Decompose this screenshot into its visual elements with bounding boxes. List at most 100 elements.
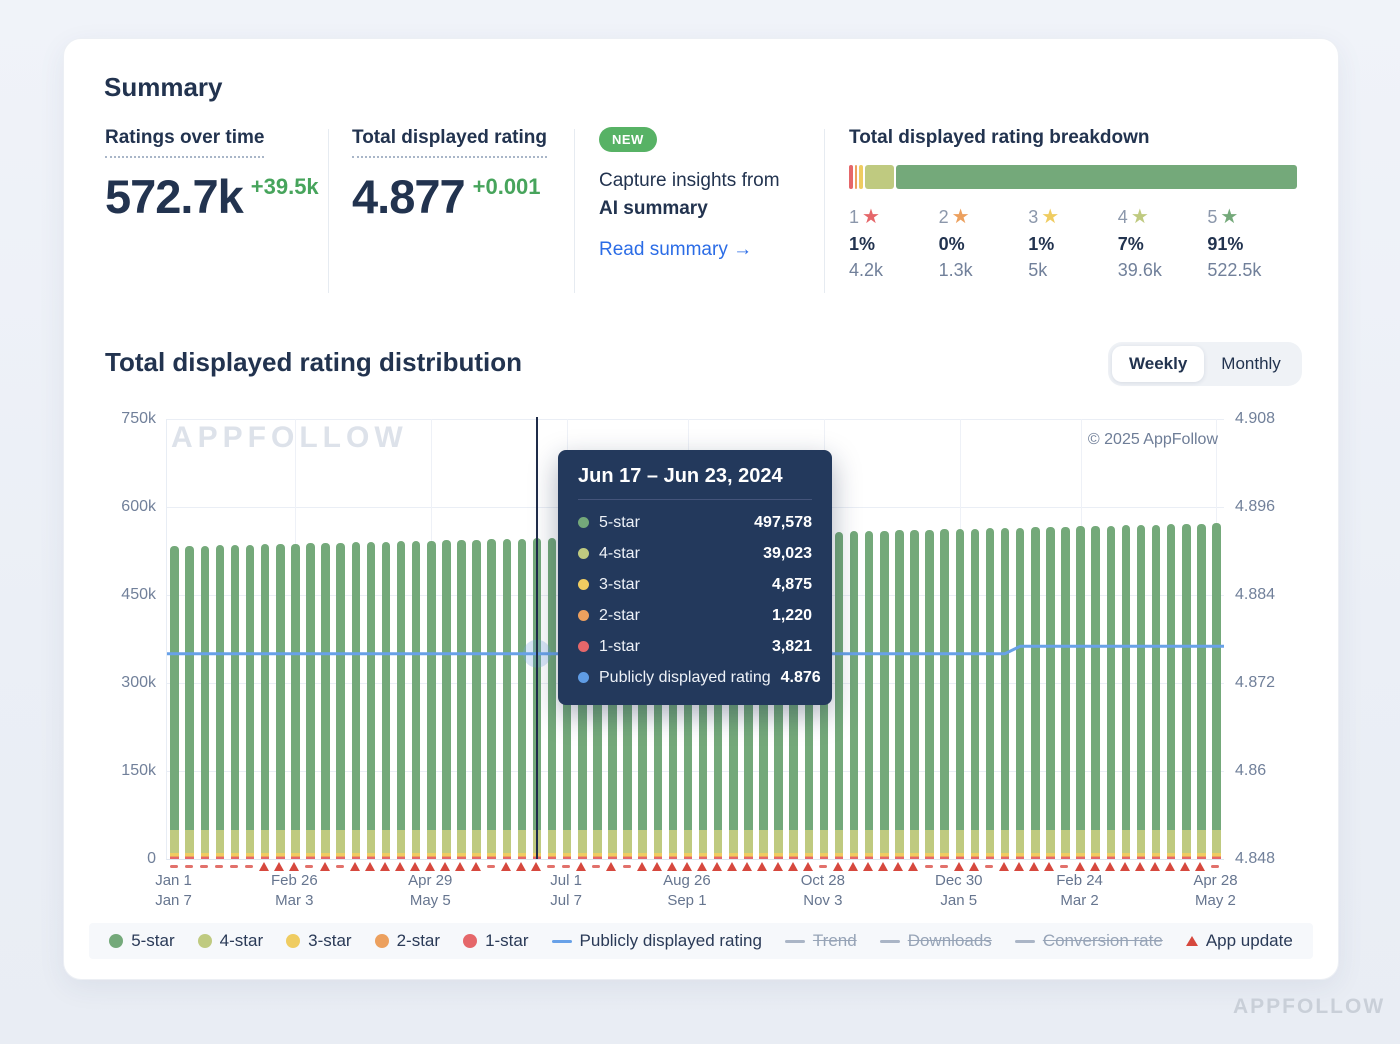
app-update-triangle-icon[interactable] (666, 862, 677, 871)
app-update-triangle-icon[interactable] (802, 862, 813, 871)
app-update-dash[interactable] (562, 865, 571, 868)
app-update-triangle-icon[interactable] (349, 862, 360, 871)
bar-week[interactable] (457, 539, 466, 859)
bar-week[interactable] (849, 531, 859, 859)
bar-week[interactable] (547, 537, 557, 859)
app-update-triangle-icon[interactable] (1044, 862, 1055, 871)
bar-week[interactable] (291, 543, 300, 859)
app-update-dash[interactable] (1060, 865, 1069, 868)
app-update-triangle-icon[interactable] (757, 862, 768, 871)
bar-week[interactable] (864, 530, 874, 859)
app-update-triangle-icon[interactable] (636, 862, 647, 871)
bar-week[interactable] (260, 544, 270, 859)
app-update-triangle-icon[interactable] (500, 862, 511, 871)
bar-week[interactable] (230, 544, 240, 859)
bar-week[interactable] (351, 542, 360, 859)
app-update-triangle-icon[interactable] (832, 862, 843, 871)
bar-week[interactable] (1046, 526, 1055, 859)
bar-week[interactable] (502, 538, 511, 859)
bar-week[interactable] (170, 546, 179, 859)
app-update-dash[interactable] (622, 865, 631, 868)
app-update-triangle-icon[interactable] (1029, 862, 1040, 871)
legend-item-trend[interactable]: Trend (784, 931, 857, 951)
app-update-triangle-icon[interactable] (455, 862, 466, 871)
bar-week[interactable] (1182, 523, 1191, 859)
bar-week[interactable] (321, 542, 330, 859)
app-update-triangle-icon[interactable] (515, 862, 526, 871)
bar-week[interactable] (306, 543, 315, 859)
legend-item-downloads[interactable]: Downloads (879, 931, 992, 951)
app-update-triangle-icon[interactable] (1134, 862, 1145, 871)
plot-area[interactable]: APPFOLLOW © 2025 AppFollow Jun 17 – Jun … (166, 417, 1224, 860)
app-update-triangle-icon[interactable] (576, 862, 587, 871)
bar-week[interactable] (955, 528, 964, 859)
app-update-dash[interactable] (199, 865, 208, 868)
bar-week[interactable] (245, 544, 255, 859)
app-update-triangle-icon[interactable] (848, 862, 859, 871)
app-update-dash[interactable] (245, 865, 254, 868)
app-update-triangle-icon[interactable] (395, 862, 406, 871)
legend-item-conversion-rate[interactable]: Conversion rate (1014, 931, 1163, 951)
app-update-triangle-icon[interactable] (1089, 862, 1100, 871)
bar-week[interactable] (276, 543, 285, 859)
bar-week[interactable] (970, 528, 980, 859)
legend-item-4-star[interactable]: 4-star (197, 931, 263, 951)
bar-week[interactable] (381, 541, 391, 859)
app-update-triangle-icon[interactable] (651, 862, 662, 871)
bar-week[interactable] (1151, 524, 1161, 859)
legend-item-2-star[interactable]: 2-star (374, 931, 440, 951)
bar-week[interactable] (411, 540, 421, 859)
app-update-triangle-icon[interactable] (259, 862, 270, 871)
monthly-toggle-button[interactable]: Monthly (1204, 346, 1298, 382)
app-update-triangle-icon[interactable] (470, 862, 481, 871)
app-update-dash[interactable] (592, 865, 601, 868)
app-update-dash[interactable] (335, 865, 344, 868)
app-update-triangle-icon[interactable] (863, 862, 874, 871)
legend-item-app-update[interactable]: App update (1185, 931, 1293, 951)
legend-item-3-star[interactable]: 3-star (286, 931, 352, 951)
bar-week[interactable] (985, 528, 995, 859)
bar-week[interactable] (336, 542, 345, 859)
bar-week[interactable] (200, 545, 209, 859)
bar-week[interactable] (472, 539, 481, 859)
bar-week[interactable] (442, 540, 451, 859)
app-update-triangle-icon[interactable] (787, 862, 798, 871)
weekly-toggle-button[interactable]: Weekly (1112, 346, 1205, 382)
bar-week[interactable] (1121, 525, 1131, 859)
bar-week[interactable] (1091, 525, 1100, 859)
app-update-dash[interactable] (939, 865, 948, 868)
app-update-dash[interactable] (214, 865, 223, 868)
bar-week[interactable] (1015, 527, 1025, 859)
bar-week[interactable] (396, 541, 406, 859)
app-update-dash[interactable] (305, 865, 314, 868)
app-update-triangle-icon[interactable] (410, 862, 421, 871)
bar-week[interactable] (366, 541, 376, 859)
app-update-triangle-icon[interactable] (1119, 862, 1130, 871)
bar-week[interactable] (1000, 527, 1010, 859)
stat-label-ratings-over-time[interactable]: Ratings over time (105, 127, 265, 158)
bar-week[interactable] (427, 540, 436, 859)
bar-week[interactable] (1212, 523, 1221, 859)
app-update-dash[interactable] (229, 865, 238, 868)
app-update-triangle-icon[interactable] (953, 862, 964, 871)
app-update-triangle-icon[interactable] (1074, 862, 1085, 871)
bar-week[interactable] (1061, 526, 1070, 859)
app-update-triangle-icon[interactable] (319, 862, 330, 871)
app-update-dash[interactable] (169, 865, 178, 868)
app-update-triangle-icon[interactable] (1165, 862, 1176, 871)
app-update-triangle-icon[interactable] (530, 862, 541, 871)
legend-item-publicly-displayed-rating[interactable]: Publicly displayed rating (551, 931, 762, 951)
bar-week[interactable] (880, 530, 889, 859)
app-update-triangle-icon[interactable] (1150, 862, 1161, 871)
app-update-dash[interactable] (184, 865, 193, 868)
app-update-triangle-icon[interactable] (968, 862, 979, 871)
legend-item-5-star[interactable]: 5-star (109, 931, 175, 951)
app-update-triangle-icon[interactable] (364, 862, 375, 871)
bar-week[interactable] (1031, 527, 1040, 859)
app-update-triangle-icon[interactable] (727, 862, 738, 871)
bar-week[interactable] (517, 538, 527, 859)
app-update-triangle-icon[interactable] (1195, 862, 1206, 871)
app-update-dash[interactable] (1211, 865, 1220, 868)
app-update-triangle-icon[interactable] (1180, 862, 1191, 871)
app-update-triangle-icon[interactable] (712, 862, 723, 871)
